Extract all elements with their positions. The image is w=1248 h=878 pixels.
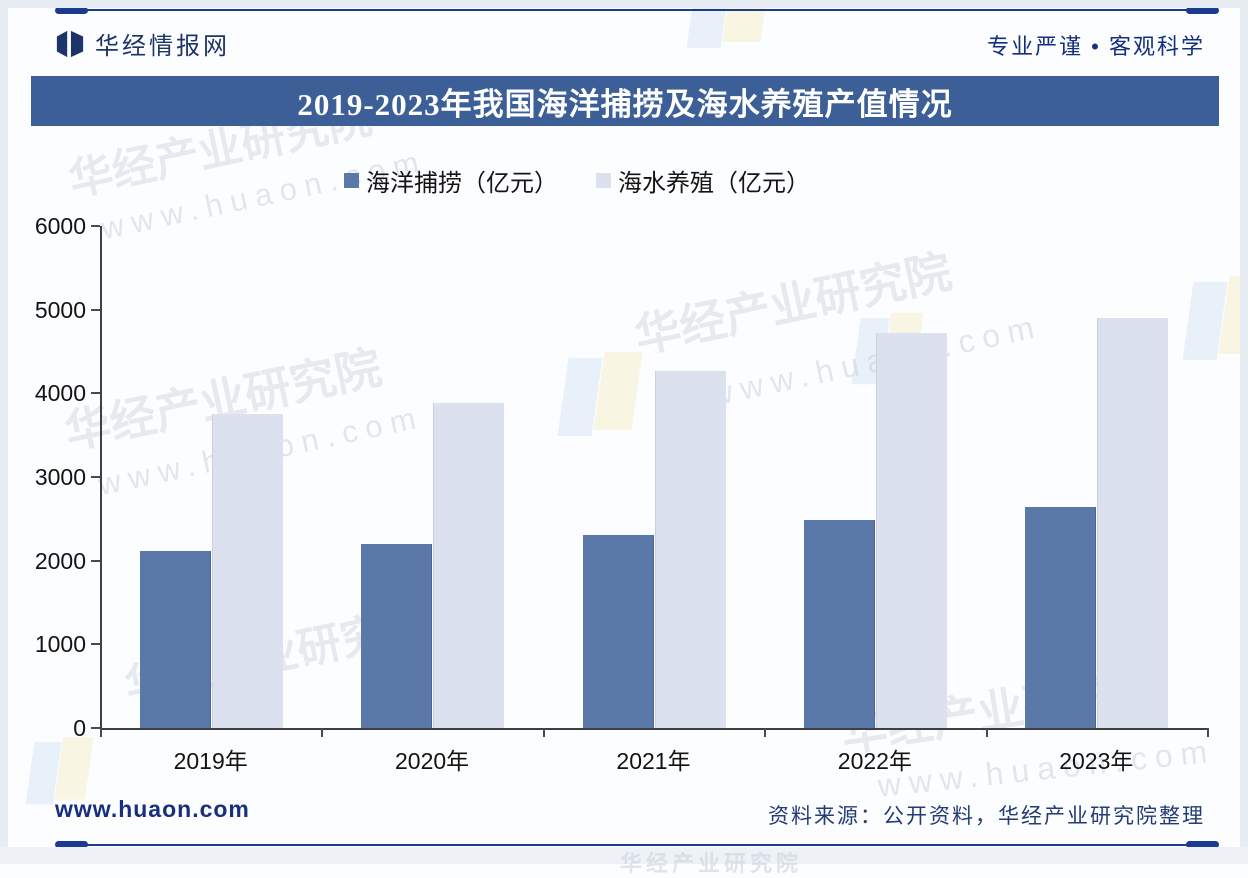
y-axis-tick <box>91 559 100 562</box>
bar-mariculture-2023年 <box>1097 318 1169 728</box>
bar-marine-capture-2023年 <box>1025 507 1097 728</box>
bar-marine-capture-2022年 <box>803 520 875 728</box>
bar-marine-capture-2019年 <box>139 551 211 728</box>
footer-accent-cap-left <box>55 841 88 848</box>
footer-accent-rule <box>70 844 1200 846</box>
header-tagline: 专业严谨 • 客观科学 <box>987 34 1205 59</box>
y-axis-line <box>100 226 102 728</box>
x-axis-tick <box>100 728 102 737</box>
y-axis-tick-label: 2000 <box>34 547 86 574</box>
top-accent-cap-left <box>55 7 88 14</box>
footer-accent-cap-right <box>1186 841 1219 848</box>
legend-label: 海洋捕捞（亿元） <box>366 170 558 197</box>
top-accent-rule <box>70 9 1200 11</box>
y-axis-tick-label: 0 <box>73 715 86 741</box>
title-bar: 2019-2023年我国海洋捕捞及海水养殖产值情况 <box>31 76 1219 126</box>
y-axis-tick <box>91 392 100 395</box>
y-axis-tick <box>91 643 100 646</box>
data-source-note: 资料来源：公开资料，华经产业研究院整理 <box>768 805 1205 828</box>
y-axis-tick-label: 6000 <box>34 213 86 239</box>
x-axis-line <box>100 728 1209 730</box>
x-axis-tick <box>542 728 545 737</box>
top-accent-cap-right <box>1186 7 1219 14</box>
huajing-logo-icon <box>56 30 84 57</box>
y-axis-tick <box>91 225 100 227</box>
legend-item-marine-capture: 海洋捕捞（亿元） <box>344 163 558 198</box>
bar-marine-capture-2020年 <box>361 544 433 728</box>
watermark-text: 华经产业研究院 <box>620 851 803 876</box>
site-name: 华经情报网 <box>95 33 230 60</box>
x-axis-category-label: 2021年 <box>616 748 691 774</box>
x-axis-category-label: 2022年 <box>837 748 912 774</box>
y-axis-tick <box>91 476 100 478</box>
bar-marine-capture-2021年 <box>582 535 654 728</box>
page-frame-top <box>0 0 1248 8</box>
bar-mariculture-2020年 <box>433 403 505 728</box>
x-axis-tick <box>321 728 324 737</box>
brand: 华经情报网 <box>55 26 230 61</box>
y-axis-tick-label: 5000 <box>34 296 86 323</box>
y-axis-tick <box>91 727 100 729</box>
y-axis-tick-label: 4000 <box>34 380 86 407</box>
legend-swatch-marine-capture <box>344 173 359 188</box>
y-axis-tick-label: 3000 <box>34 464 86 490</box>
legend-label: 海水养殖（亿元） <box>618 170 810 197</box>
header: 华经情报网 专业严谨 • 客观科学 <box>55 26 1205 60</box>
bar-mariculture-2019年 <box>211 414 283 728</box>
bar-mariculture-2021年 <box>654 371 726 728</box>
y-axis-tick-label: 1000 <box>34 631 86 658</box>
y-axis-tick <box>91 308 100 311</box>
page-frame-right <box>1240 0 1248 864</box>
legend-item-mariculture: 海水养殖（亿元） <box>596 163 810 198</box>
site-url-link[interactable]: www.huaon.com <box>55 796 250 822</box>
page-frame-bottom <box>0 847 1248 864</box>
x-axis-category-label: 2020年 <box>395 748 470 774</box>
bar-mariculture-2022年 <box>875 333 947 728</box>
x-axis-category-label: 2019年 <box>173 748 248 774</box>
x-axis-tick <box>985 728 988 737</box>
x-axis-tick <box>764 728 767 737</box>
x-axis-tick <box>1207 728 1209 737</box>
legend-swatch-mariculture <box>596 173 611 188</box>
page-title: 2019-2023年我国海洋捕捞及海水养殖产值情况 <box>297 86 953 122</box>
x-axis-category-label: 2023年 <box>1059 748 1134 774</box>
page-frame-left <box>0 0 8 864</box>
chart-legend: 海洋捕捞（亿元） 海水养殖（亿元） <box>344 163 810 198</box>
